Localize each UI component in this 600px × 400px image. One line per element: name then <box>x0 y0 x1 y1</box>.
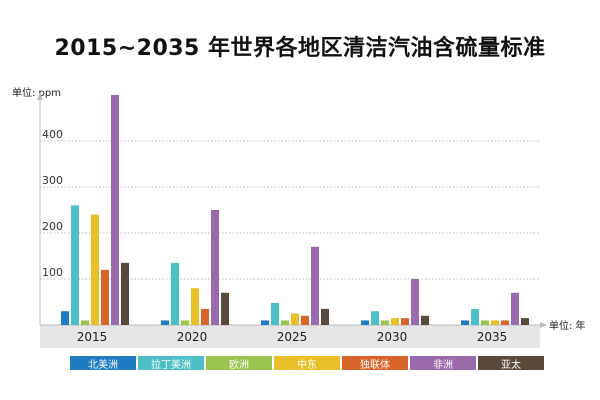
legend-swatch: 非洲 <box>410 356 476 371</box>
legend-swatch: 中东 <box>274 356 340 371</box>
bar <box>471 308 479 325</box>
bar <box>211 210 219 325</box>
bar <box>121 262 129 325</box>
bar <box>291 313 299 325</box>
bar <box>171 262 179 325</box>
bar <box>511 292 519 325</box>
bar <box>421 315 429 325</box>
bar <box>221 292 229 325</box>
bar <box>361 320 369 325</box>
bar <box>501 320 509 325</box>
bar <box>81 320 89 325</box>
x-tick-label: 2025 <box>277 330 308 344</box>
bar <box>301 315 309 325</box>
bar <box>321 308 329 325</box>
bar <box>371 311 379 325</box>
bar <box>401 318 409 325</box>
legend-item: 中东 <box>274 356 340 371</box>
bar <box>521 318 529 325</box>
y-tick-label: 200 <box>42 220 63 233</box>
bar <box>201 308 209 325</box>
bar <box>411 279 419 325</box>
bar <box>111 95 119 325</box>
bar <box>391 318 399 325</box>
legend-item: 欧洲 <box>206 356 272 371</box>
x-axis-band <box>40 325 540 348</box>
bar <box>461 320 469 325</box>
bar <box>491 320 499 325</box>
x-tick-label: 2035 <box>477 330 508 344</box>
bar <box>61 311 69 325</box>
x-tick-label: 2015 <box>77 330 108 344</box>
bar <box>281 320 289 325</box>
y-tick-label: 100 <box>42 266 63 279</box>
y-tick-label: 300 <box>42 174 63 187</box>
y-tick-label: 400 <box>42 128 63 141</box>
bar <box>271 302 279 325</box>
bar <box>381 320 389 325</box>
bar <box>101 269 109 325</box>
x-tick-label: 2020 <box>177 330 208 344</box>
y-axis-unit-label: 单位: ppm <box>12 88 61 99</box>
legend-item: 拉丁美洲 <box>138 356 204 371</box>
bar <box>161 320 169 325</box>
bar <box>181 320 189 325</box>
x-axis-unit-label: 单位: 年 <box>549 319 586 332</box>
legend-item: 独联体 <box>342 356 408 371</box>
bar <box>191 288 199 325</box>
legend-item: 北美洲 <box>70 356 136 371</box>
legend-item: 非洲 <box>410 356 476 371</box>
bar <box>311 246 319 325</box>
x-tick-label: 2030 <box>377 330 408 344</box>
bar <box>481 320 489 325</box>
legend-swatch: 北美洲 <box>70 356 136 371</box>
chart-title: 2015~2035 年世界各地区清洁汽油含硫量标准 <box>54 36 546 61</box>
y-axis-arrow <box>37 93 43 100</box>
legend-item: 亚太 <box>478 356 544 371</box>
legend-swatch: 欧洲 <box>206 356 272 371</box>
legend: 北美洲 拉丁美洲 欧洲 中东 独联体 非洲 亚太 <box>70 356 544 374</box>
bar <box>71 205 79 325</box>
legend-swatch: 独联体 <box>342 356 408 371</box>
bar <box>261 320 269 325</box>
bar <box>91 214 99 325</box>
legend-swatch: 拉丁美洲 <box>138 356 204 371</box>
legend-swatch: 亚太 <box>478 356 544 371</box>
x-axis-arrow <box>540 322 547 328</box>
